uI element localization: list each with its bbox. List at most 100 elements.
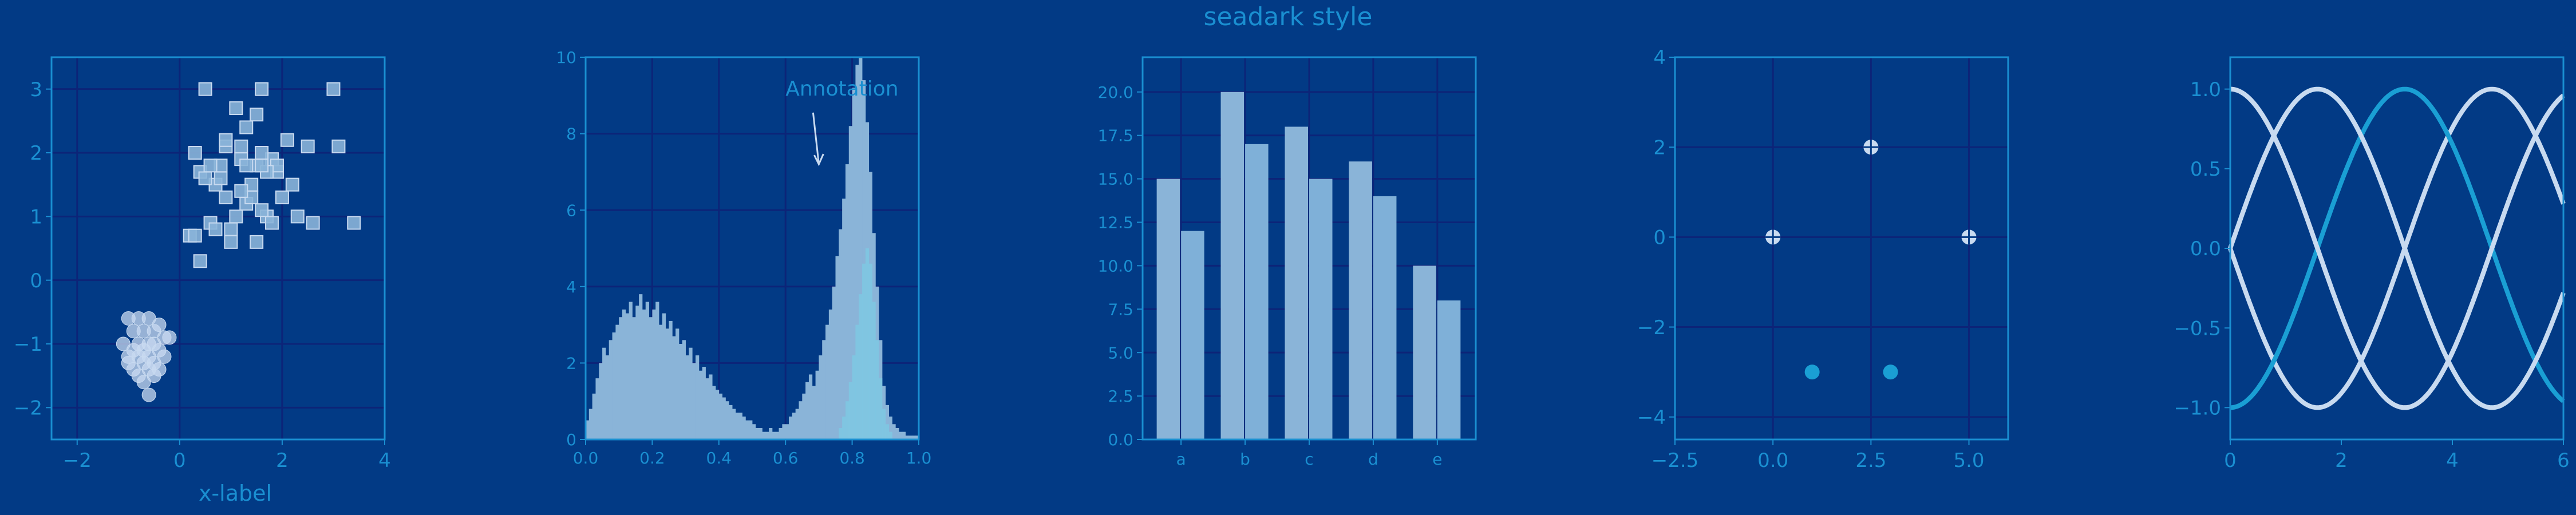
histogram-bar (632, 317, 636, 439)
y-tick-label: 4 (1653, 46, 1666, 69)
scatter-square-point (250, 235, 264, 249)
x-tick-label: 1.0 (906, 449, 932, 468)
bar (1373, 196, 1397, 439)
y-tick-label: 0 (1653, 227, 1666, 249)
x-tick-label: 4 (378, 449, 391, 472)
histogram-bar (822, 340, 826, 439)
scatter-square-point (208, 222, 223, 236)
bar (1245, 144, 1269, 439)
histogram-bar (859, 294, 863, 439)
scatter-square-point (224, 222, 238, 236)
annotation-arrow-head (813, 153, 824, 167)
histogram-bar (872, 302, 876, 439)
histogram-bar (848, 126, 852, 440)
histogram-bar (835, 256, 839, 439)
y-tick-label: 2.5 (1108, 387, 1133, 406)
histogram-bar (586, 420, 590, 439)
histogram-bar (868, 263, 872, 439)
histogram-bar (828, 309, 833, 439)
x-tick-label: 0.0 (573, 449, 599, 468)
histogram-bar (819, 355, 823, 439)
y-tick-label: 4 (566, 278, 576, 296)
histogram-bar (625, 313, 630, 439)
histogram-bar (862, 80, 866, 439)
histogram-bar (779, 427, 783, 439)
scatter-square-point (326, 82, 341, 96)
scatter-square-point (203, 159, 218, 173)
x-tick-label: 0 (2224, 449, 2237, 472)
x-tick-label: d (1368, 450, 1378, 469)
histogram-bar (799, 401, 803, 439)
scatter-circle-point (116, 336, 131, 351)
histogram-bar (842, 199, 846, 439)
histogram-bar (845, 164, 850, 439)
histogram-bar (592, 393, 596, 439)
scatter-square-point (280, 133, 294, 147)
histogram-bar (639, 294, 643, 439)
y-tick-label: −4 (1637, 406, 1666, 429)
x-tick-label: 6 (2557, 449, 2570, 472)
histogram-bar (859, 57, 863, 439)
histogram-bar (852, 88, 856, 439)
y-tick-label: 15.0 (1098, 170, 1133, 189)
x-tick-label: 0.8 (839, 449, 865, 468)
histogram-bar (675, 328, 679, 439)
y-tick-label: 17.5 (1098, 126, 1133, 145)
scatter-square-point (198, 171, 212, 185)
scatter-square-point (188, 146, 202, 160)
histogram-bar (915, 435, 919, 439)
x-tick-label: −2.5 (1652, 449, 1699, 472)
scatter-circle-point (136, 375, 151, 390)
histogram-bar (765, 431, 769, 439)
histogram-bar (665, 328, 669, 439)
histogram-bar (692, 363, 696, 439)
scatter-square-point (331, 139, 346, 153)
histogram-bar (772, 431, 776, 439)
histogram-bar (905, 435, 909, 439)
axes-frame (1674, 56, 2009, 441)
histogram-bar (885, 405, 890, 439)
histogram-bar (842, 416, 846, 439)
plot-area (1675, 57, 2008, 439)
y-tick-label: 0.5 (2190, 158, 2221, 181)
scatter-square-point (306, 216, 320, 230)
histogram-bar (729, 405, 733, 439)
circle-marker (1804, 365, 1820, 380)
y-tick-label: −1.0 (2174, 397, 2221, 420)
y-tick-label: 5.0 (1108, 343, 1133, 362)
histogram-bar (718, 393, 723, 439)
histogram-bar (702, 367, 706, 439)
axes-frame (50, 56, 386, 441)
histogram-bar (802, 393, 806, 439)
histogram-bar (882, 409, 886, 439)
histogram-bar (895, 427, 899, 439)
y-tick-label: 2 (566, 354, 576, 373)
histogram-bar (712, 386, 716, 439)
y-tick-label: 7.5 (1108, 300, 1133, 319)
chart-histogram: Annotation 0.0 0.2 0.4 0.6 0.8 1.0 0 2 4 6 8 10 (556, 48, 931, 468)
histogram-bar (745, 420, 749, 439)
histogram-bar (789, 416, 793, 439)
y-tick-label: 2 (1653, 136, 1666, 159)
scatter-circle-point (121, 355, 136, 370)
axes-frame (584, 56, 920, 441)
x-tick-label: 2 (2335, 449, 2348, 472)
histogram-bar (602, 347, 606, 439)
histogram-bar (875, 340, 879, 439)
histogram-bar (815, 370, 819, 439)
histogram-bar (762, 431, 766, 439)
scatter-square-point (229, 101, 243, 116)
x-tick-label: 0.2 (639, 449, 665, 468)
x-tick-label: 0.4 (706, 449, 732, 468)
histogram-bar (725, 401, 729, 439)
histogram-bar (785, 424, 789, 439)
y-tick-label: −2 (1637, 316, 1666, 339)
histogram-bar (885, 424, 890, 439)
sine-line (2228, 86, 2566, 410)
chart-scatter-clusters: −2 0 2 4 −2 −1 0 1 2 3 x-label (14, 56, 391, 506)
histogram-bar (832, 286, 836, 439)
scatter-square-point (275, 190, 289, 204)
bar (1220, 92, 1244, 439)
histogram-bar (649, 317, 653, 439)
histogram-bar (709, 374, 713, 439)
